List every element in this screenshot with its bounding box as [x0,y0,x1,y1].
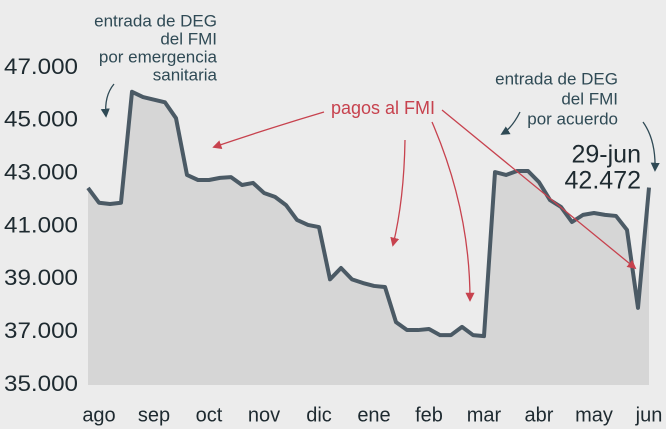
x-tick-label: nov [248,404,280,426]
annotation: pagos al FMI [331,98,435,118]
x-tick-label: sep [138,404,170,426]
x-tick-label: dic [306,404,332,426]
annotation: del FMI [561,89,618,108]
y-tick-label: 45.000 [4,107,78,132]
annotation: entrada de DEG [94,11,217,30]
arrow [431,121,475,302]
area [88,91,649,386]
x-tick-label: oct [196,404,223,426]
arrow [390,139,406,247]
arrow [212,111,325,149]
x-tick-label: ene [357,404,390,426]
x-tick-label: ago [82,404,115,426]
arrows [100,83,660,302]
y-tick-label: 39.000 [4,265,78,290]
arrow [100,83,115,118]
x-tick-label: mar [467,404,502,426]
y-tick-label: 43.000 [4,159,78,184]
y-tick-label: 37.000 [4,318,78,343]
y-tick-label: 47.000 [4,54,78,79]
annotation: 29-jun [572,141,642,169]
annotation: sanitaria [153,65,218,84]
x-tick-label: abr [525,404,554,426]
x-tick-label: jun [635,404,663,426]
y-tick-label: 35.000 [4,371,78,396]
arrow [500,111,521,135]
annotation: por acuerdo [527,109,618,128]
annotation: entrada de DEG [495,69,618,88]
annotation: del FMI [160,29,217,48]
x-tick-label: feb [415,404,443,426]
arrow [441,109,637,270]
arrow [642,121,660,172]
annotation: por emergencia [99,47,218,66]
value-label: 42.472 [565,167,641,195]
x-tick-label: may [575,404,613,426]
y-tick-label: 41.000 [4,212,78,237]
